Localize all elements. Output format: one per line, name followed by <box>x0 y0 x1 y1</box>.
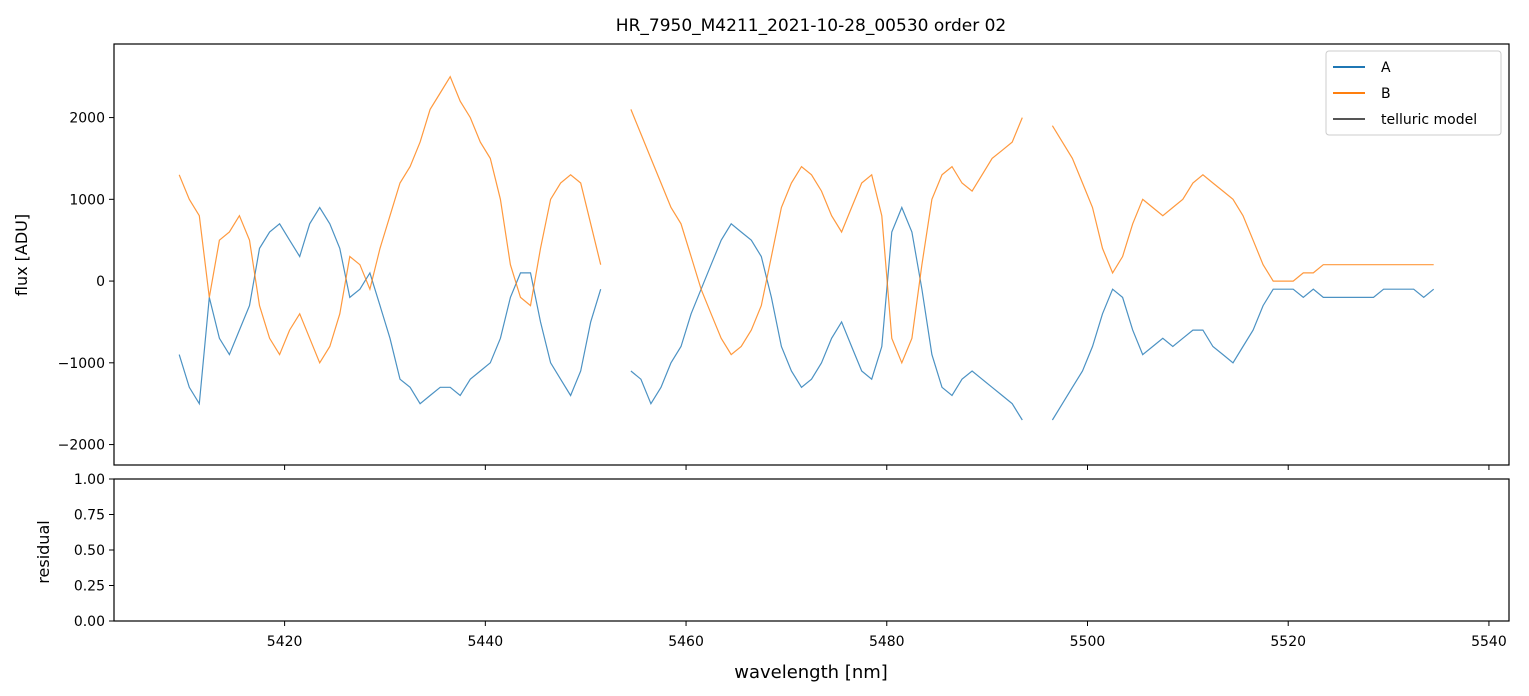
residual-x-tick-label: 5480 <box>869 634 905 650</box>
legend-label-b: B <box>1381 86 1391 102</box>
series-line-a-1 <box>630 205 1023 421</box>
legend: A B telluric model <box>1325 50 1502 136</box>
chart-title: HR_7950_M4211_2021-10-28_00530 order 02 <box>616 16 1006 36</box>
residual-y-axis-label: residual <box>34 520 53 583</box>
flux-y-ticks: −2000 −1000 0 1000 2000 <box>58 111 114 454</box>
series-line-a-0 <box>178 206 602 406</box>
series-line-b-1 <box>630 109 1023 365</box>
residual-x-tick-label: 5500 <box>1070 634 1106 650</box>
residual-x-tick-label: 5520 <box>1270 634 1306 650</box>
residual-y-tick-label: 0.75 <box>74 508 105 524</box>
flux-y-tick-label: 1000 <box>69 192 105 208</box>
legend-label-a: A <box>1381 60 1391 76</box>
flux-y-tick-label: −1000 <box>58 356 105 372</box>
residual-x-tick-label: 5440 <box>468 634 504 650</box>
flux-series-group <box>178 75 1435 421</box>
residual-panel: 0.00 0.25 0.50 0.75 1.00 5420 5440 5460 5480 550… <box>34 472 1510 683</box>
residual-x-tick-label: 5540 <box>1471 634 1507 650</box>
flux-axes-frame <box>113 43 1510 466</box>
residual-x-tick-label: 5460 <box>668 634 704 650</box>
series-line-b-2 <box>1051 125 1434 282</box>
flux-y-axis-label: flux [ADU] <box>12 214 31 296</box>
flux-panel: −2000 −1000 0 1000 2000 flux [ADU] A B tellu… <box>12 43 1510 470</box>
flux-x-ticks <box>284 465 1490 470</box>
residual-y-tick-label: 0.00 <box>74 614 105 630</box>
residual-x-tick-label: 5420 <box>267 634 303 650</box>
flux-y-tick-label: 2000 <box>69 111 105 127</box>
flux-y-tick-label: −2000 <box>58 438 105 454</box>
residual-y-tick-label: 0.50 <box>74 543 105 559</box>
legend-label-telluric: telluric model <box>1381 112 1477 128</box>
residual-y-tick-label: 1.00 <box>74 472 105 488</box>
residual-y-ticks: 0.00 0.25 0.50 0.75 1.00 <box>74 472 114 630</box>
series-line-a-2 <box>1051 288 1435 421</box>
flux-y-tick-label: 0 <box>96 274 105 290</box>
residual-x-ticks: 5420 5440 5460 5480 5500 5520 5540 <box>267 621 1507 650</box>
residual-y-tick-label: 0.25 <box>74 579 105 595</box>
x-axis-label: wavelength [nm] <box>734 662 888 683</box>
legend-box <box>1325 50 1502 136</box>
series-line-b-0 <box>178 75 602 365</box>
